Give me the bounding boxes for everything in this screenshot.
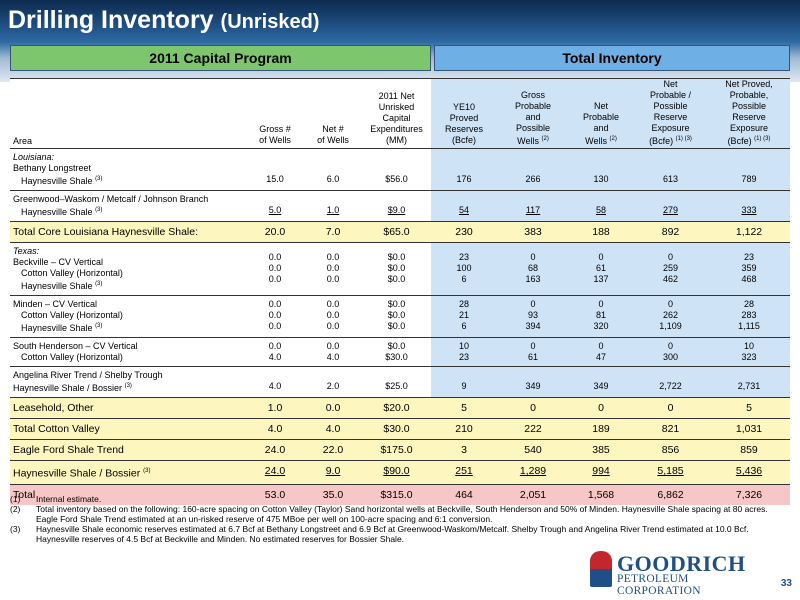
table-row: Texas: Beckville – CV Vertical Cotton Va… [10,242,790,296]
footnote: (1) Internal estimate. [10,494,102,504]
row-area: Angelina River Trend / Shelby Trough Hay… [10,366,246,398]
total-inventory-header: Total Inventory [434,45,790,71]
footnote: (2) Total inventory based on the followin… [10,504,768,524]
table-row: Louisiana: Bethany Longstreet Haynesvill… [10,148,790,191]
col-gross-pp-wells: Gross Probable and Possible Wells (2) [497,78,569,149]
col-net-wells: Net # of Wells [304,78,362,149]
logo-mark-icon [590,551,612,587]
page-subtitle: (Unrisked) [220,11,320,33]
table-row: Greenwood–Waskom / Metcalf / Johnson Bra… [10,190,790,222]
footnotes: (1) Internal estimate. (2) Total inventory… [10,494,790,544]
inventory-table: Area Gross # of Wells Net # of Wells 2011 … [10,78,790,505]
table-row-total: Total 53.0 35.0 $315.0 464 2,051 1,568 6… [10,483,790,505]
table-row: Total Cotton Valley 4.0 4.0 $30.0 210 22… [10,418,790,440]
col-net-pp-reserve: Net Probable / Possible Reserve Exposure (Bcf… [633,78,708,149]
col-area: Area [10,78,246,149]
footnote: (3) Haynesville Shale economic reserves e… [10,524,749,544]
row-area: Greenwood–Waskom / Metcalf / Johnson Bra… [10,190,246,222]
table-row: Leasehold, Other 1.0 0.0 $20.0 5 0 0 0 5 [10,397,790,419]
col-net-pp-wells: Net Probable and Wells (2) [569,78,633,149]
column-header-row: Area Gross # of Wells Net # of Wells 2011 … [10,78,790,149]
table-row: Haynesville Shale / Bossier (3) 24.0 9.0… [10,460,790,484]
col-capex: 2011 Net Unrisked Capital Expenditures (MM) [362,78,431,149]
title-bar: Drilling Inventory (Unrisked) [0,0,800,42]
row-area: Louisiana: Bethany Longstreet Haynesvill… [10,148,246,191]
row-area: Minden – CV Vertical Cotton Valley (Hori… [10,295,246,338]
table-row: Eagle Ford Shale Trend 24.0 22.0 $175.0 … [10,439,790,461]
page-number: 33 [780,578,792,589]
table-row: Minden – CV Vertical Cotton Valley (Hori… [10,295,790,338]
company-logo: GOODRICH PETROLEUM CORPORATION [590,551,770,597]
table-row: Angelina River Trend / Shelby Trough Hay… [10,366,790,398]
table-row: Total Core Louisiana Haynesville Shale: … [10,221,790,243]
col-ye10: YE10 Proved Reserves (Bcfe) [431,78,497,149]
col-net-ppp-reserve: Net Proved, Probable, Possible Reserve Expos… [708,78,790,149]
page-title: Drilling Inventory (Unrisked) [8,6,320,34]
row-area: Texas: Beckville – CV Vertical Cotton Va… [10,242,246,296]
col-gross-wells: Gross # of Wells [246,78,304,149]
table-row: South Henderson – CV Vertical Cotton Val… [10,337,790,367]
capital-program-header: 2011 Capital Program [10,45,431,71]
row-area: South Henderson – CV Vertical Cotton Val… [10,337,246,367]
